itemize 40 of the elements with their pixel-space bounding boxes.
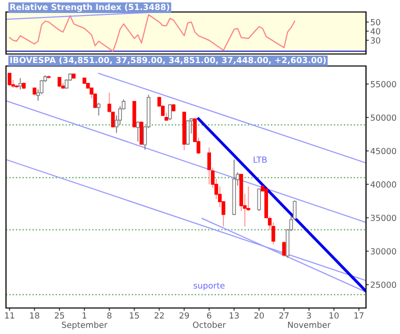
candlestick bbox=[186, 120, 190, 146]
y-tick-label: 25000 bbox=[370, 282, 396, 288]
chart-title: IBOVESPA (34,851.00, 37,589.00, 34,851.00, 37,448.00, +2,603.00) bbox=[10, 56, 326, 64]
candlestick bbox=[168, 104, 172, 121]
chart-title: Relative Strength Index (51.3488) bbox=[10, 4, 170, 12]
candlestick bbox=[140, 121, 144, 146]
candlestick bbox=[136, 121, 140, 142]
candlestick bbox=[18, 78, 22, 90]
x-tick-label: 29 bbox=[180, 312, 189, 319]
y-tick-label: 55000 bbox=[370, 81, 396, 88]
annotation: suporte bbox=[194, 282, 225, 290]
x-tick-label: 11 bbox=[5, 312, 14, 318]
y-tick-label: 40000 bbox=[370, 181, 396, 188]
candlestick bbox=[8, 72, 12, 87]
annotation: LTB bbox=[254, 156, 267, 163]
candlestick bbox=[257, 188, 261, 212]
x-tick-label: 20 bbox=[254, 312, 264, 319]
candlestick bbox=[96, 102, 101, 116]
y-tick-label: 40 bbox=[370, 28, 380, 34]
x-tick-label: 27 bbox=[279, 312, 289, 318]
x-tick-label: 8 bbox=[107, 312, 112, 319]
x-tick-label: 22 bbox=[154, 312, 164, 318]
candlestick bbox=[207, 147, 212, 185]
candlestick bbox=[282, 240, 286, 258]
y-tick-label: 35000 bbox=[370, 214, 396, 222]
x-tick-label: 10 bbox=[330, 312, 339, 319]
x-tick-label: 17 bbox=[354, 312, 364, 318]
candlestick bbox=[58, 76, 62, 88]
y-tick-label: 45000 bbox=[370, 148, 396, 154]
y-tick-label: 30000 bbox=[370, 248, 396, 254]
x-tick-label: 25 bbox=[54, 312, 64, 319]
y-tick-label: 50 bbox=[370, 19, 380, 26]
x-tick-label: 18 bbox=[30, 312, 40, 319]
y-tick-label: 30 bbox=[370, 37, 380, 44]
x-tick-label: 3 November bbox=[288, 312, 331, 328]
line-series bbox=[9, 14, 296, 52]
x-tick-label: 15 bbox=[130, 312, 139, 319]
x-tick-label: 6 October bbox=[192, 312, 226, 328]
y-tick-label: 50000 bbox=[370, 114, 396, 121]
x-tick-label: 13 bbox=[230, 312, 239, 319]
